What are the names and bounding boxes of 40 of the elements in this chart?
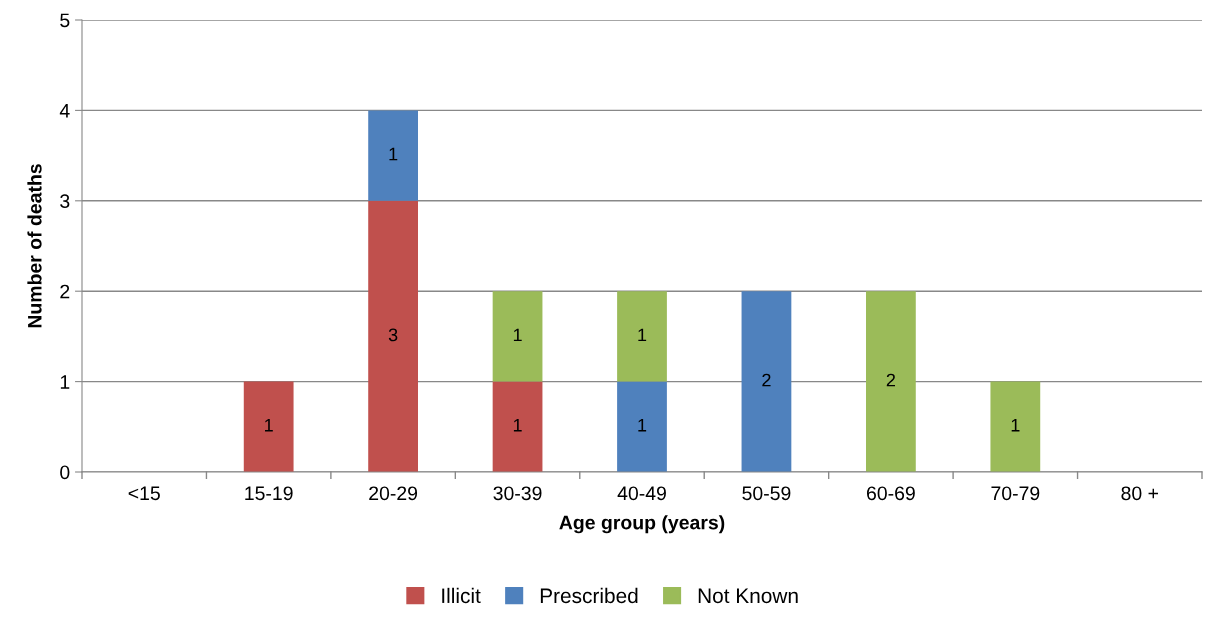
y-tick-label: 3: [60, 194, 70, 209]
data-label: 1: [638, 419, 647, 432]
x-tick-label: 50-59: [742, 486, 791, 501]
y-tick-label: 2: [60, 284, 70, 299]
data-label: 1: [265, 419, 273, 432]
data-label: 1: [389, 147, 398, 161]
bar: [492, 381, 543, 472]
legend-label: Not Known: [698, 588, 798, 604]
x-tick-label: 60-69: [867, 486, 915, 501]
data-label: 1: [513, 419, 522, 432]
bar: [866, 291, 916, 472]
data-label: 1: [638, 328, 647, 342]
x-tick-label: 15-19: [245, 486, 293, 501]
data-label: 2: [886, 373, 895, 387]
x-tick-label: 70-79: [991, 486, 1040, 501]
legend-label: Illicit: [442, 587, 481, 604]
x-tick-label: <15: [128, 486, 160, 501]
data-label: 2: [762, 373, 771, 387]
x-axis-title: Age group (years): [559, 515, 725, 534]
x-tick-label: 40-49: [617, 486, 666, 501]
y-tick-label: 1: [60, 375, 70, 389]
bar: [617, 381, 667, 472]
y-tick-label: 5: [60, 13, 70, 28]
data-label: 1: [513, 328, 522, 342]
y-tick-label: 0: [60, 465, 70, 480]
legend-label: Prescribed: [540, 587, 638, 604]
y-axis-title: Number of deaths: [27, 164, 42, 328]
bar: [243, 381, 294, 472]
x-tick-label: 30-39: [493, 486, 542, 501]
bar: [990, 381, 1041, 472]
x-tick-label: 80 +: [1121, 486, 1159, 501]
bar: [368, 200, 418, 472]
bar: [741, 291, 792, 472]
x-tick-label: 20-29: [369, 486, 418, 501]
data-label: 1: [1011, 419, 1020, 432]
bar: [492, 291, 543, 382]
y-tick-label: 4: [59, 104, 70, 118]
bar: [617, 291, 667, 382]
bar: [368, 110, 418, 201]
data-label: 3: [388, 328, 398, 342]
